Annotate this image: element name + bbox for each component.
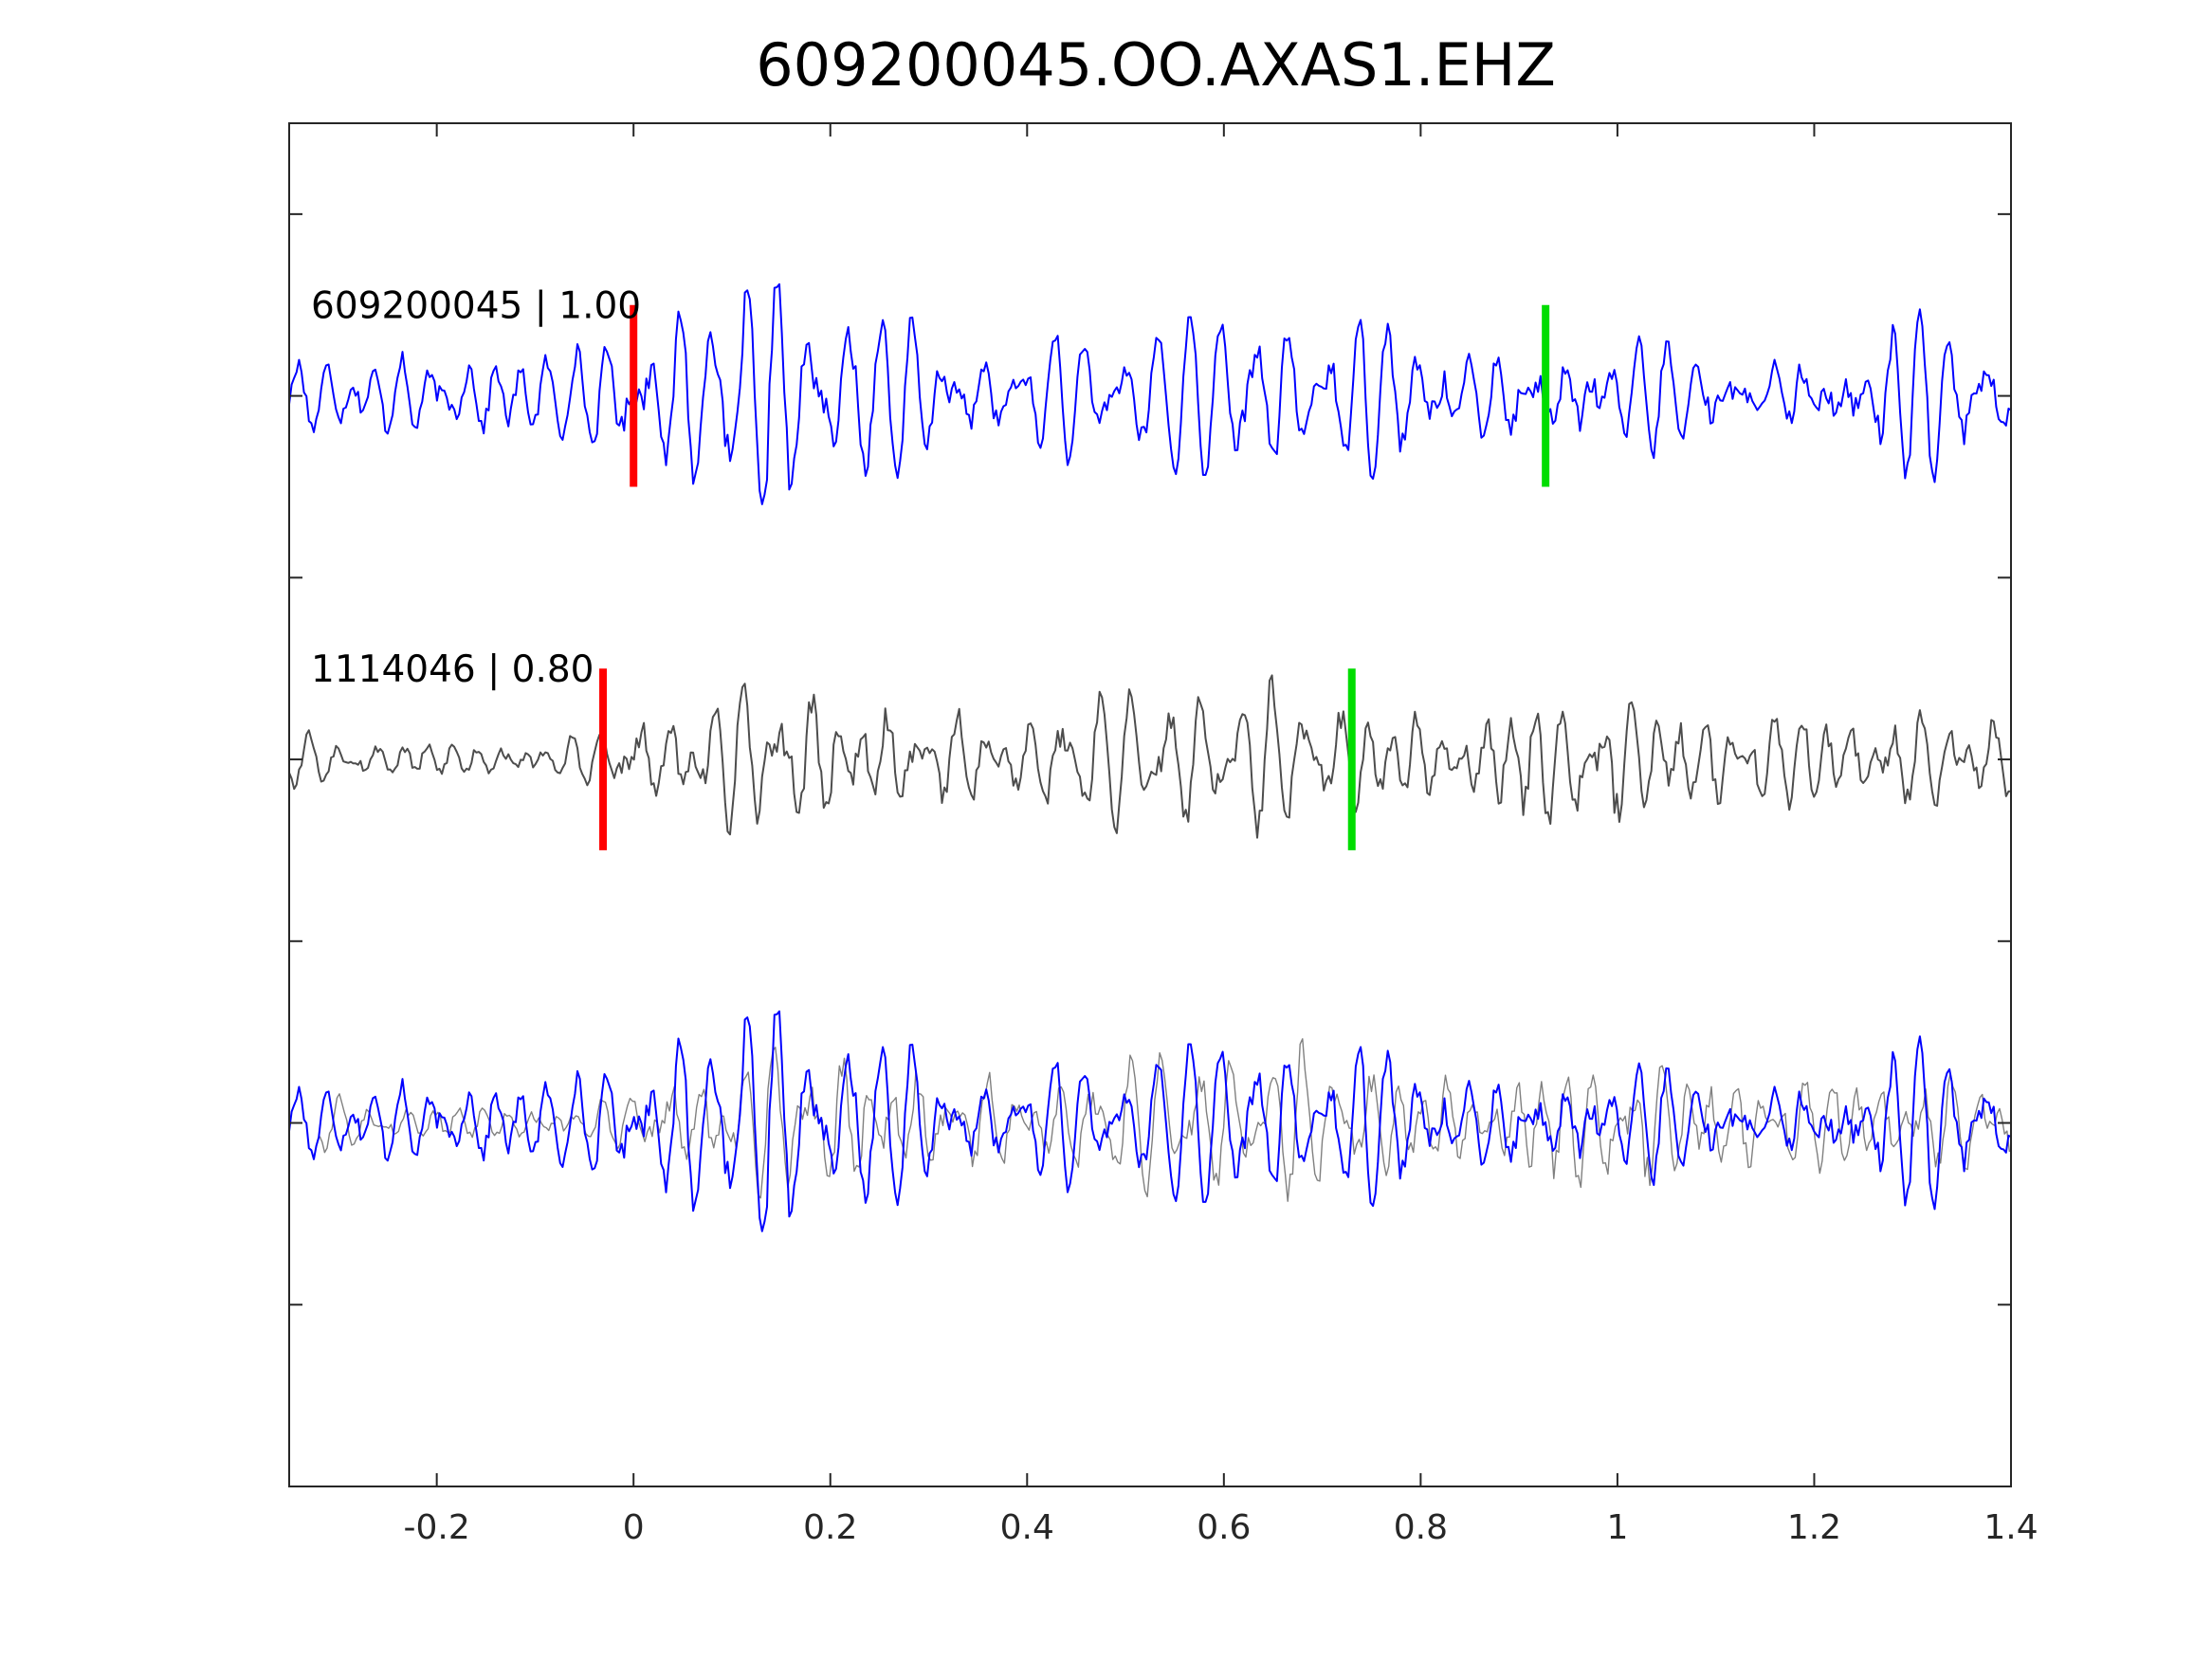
x-tick-label: 1 — [1606, 1508, 1628, 1547]
x-tick-label: 0.8 — [1394, 1508, 1448, 1547]
x-tick-label: 0.2 — [803, 1508, 857, 1547]
x-tick-label: 0.6 — [1197, 1508, 1251, 1547]
waveform-trace-1 — [288, 283, 2012, 505]
x-tick-label: 1.4 — [1983, 1508, 2038, 1547]
picks-layer — [599, 304, 1550, 850]
x-tick-label: 0 — [623, 1508, 645, 1547]
traces-layer — [288, 283, 2012, 1232]
x-tick-label: 1.2 — [1787, 1508, 1841, 1547]
x-tick-label: 0.4 — [1000, 1508, 1054, 1547]
x-tick-label: -0.2 — [404, 1508, 470, 1547]
overlay-trace-1 — [288, 1010, 2012, 1232]
plot-axes-frame — [288, 122, 2012, 1487]
labels-layer: 609200045 | 1.00 1114046 | 0.80 — [311, 285, 641, 691]
trace-label-1: 609200045 | 1.00 — [311, 285, 641, 328]
ticks-layer: -0.2 0 0.2 0.4 0.6 0.8 1 1.2 1.4 — [289, 123, 2038, 1547]
waveform-trace-2 — [288, 674, 2011, 839]
chart-title: 609200045.OO.AXAS1.EHZ — [756, 30, 1556, 100]
trace-label-2: 1114046 | 0.80 — [311, 648, 594, 691]
